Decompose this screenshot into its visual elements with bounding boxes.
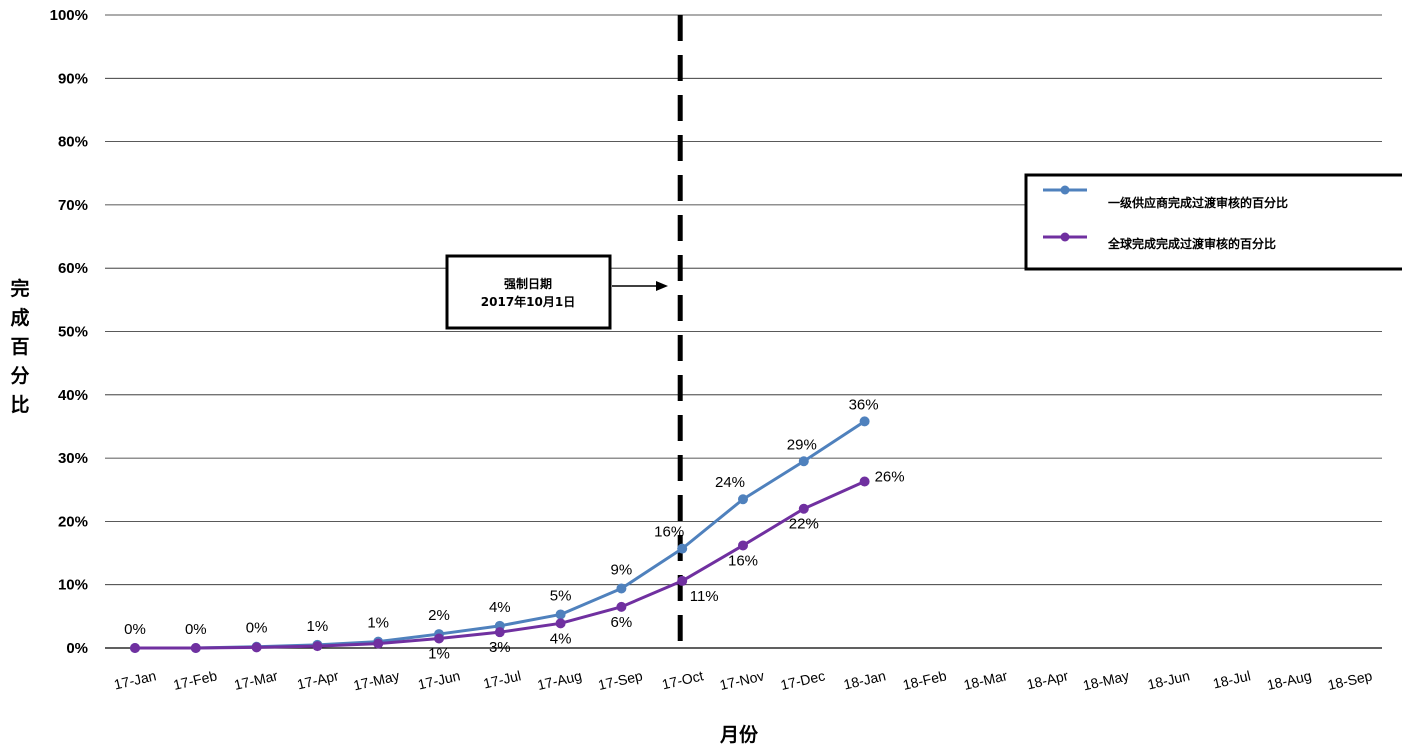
data-label-series-1: 0% <box>246 620 268 637</box>
data-point-series-2 <box>130 643 140 653</box>
x-tick-label: 18-Aug <box>1265 667 1313 693</box>
x-tick-label: 17-Apr <box>296 667 341 692</box>
y-tick-label: 30% <box>58 450 88 467</box>
x-tick-label: 18-Jan <box>842 667 887 692</box>
x-tick-label: 17-Dec <box>779 667 827 693</box>
y-tick-label: 90% <box>58 70 88 87</box>
data-label-series-1: 4% <box>489 599 511 616</box>
x-tick-label: 18-May <box>1081 667 1130 693</box>
y-tick-label: 20% <box>58 513 88 530</box>
data-point-series-2 <box>312 641 323 652</box>
x-tick-label: 18-Jun <box>1146 667 1191 692</box>
data-label-series-1: 2% <box>428 607 450 624</box>
y-tick-label: 70% <box>58 197 88 214</box>
y-axis-title: 完成百分比 <box>10 277 29 416</box>
data-label-series-1: 1% <box>367 615 389 632</box>
data-point-series-2 <box>494 627 505 638</box>
x-tick-label: 17-Jul <box>482 667 523 691</box>
annotation: 强制日期 2017年10月1日 <box>445 254 668 330</box>
x-tick-labels: 17-Jan 17-Feb 17-Mar 17-Apr 17-May 17-Jun 17-J… <box>112 667 1374 693</box>
legend-marker-series-2 <box>1060 232 1070 242</box>
series-group <box>130 416 870 653</box>
data-point-series-1 <box>859 416 870 427</box>
data-point-series-2 <box>677 575 688 586</box>
data-label-series-2: 26% <box>875 469 905 486</box>
data-point-series-2 <box>738 540 748 551</box>
x-tick-label: 18-Jul <box>1211 667 1252 691</box>
data-label-series-2: 11% <box>690 588 719 605</box>
annotation-line2: 2017年10月1日 <box>481 294 575 309</box>
data-label-series-1: 16% <box>654 524 684 541</box>
data-point-series-1 <box>738 494 748 505</box>
x-tick-label: 18-Mar <box>962 667 1009 693</box>
data-label-series-2: 4% <box>550 630 572 647</box>
data-label-series-2: 16% <box>728 552 758 569</box>
data-label-series-1: 0% <box>124 621 146 638</box>
legend-box <box>1024 173 1402 271</box>
data-label-series-2: 22% <box>789 516 819 533</box>
data-label-series-1: 1% <box>307 618 329 635</box>
x-tick-label: 18-Apr <box>1025 667 1070 692</box>
x-tick-label: 17-Oct <box>660 667 705 692</box>
data-point-series-2 <box>434 633 444 644</box>
data-label-series-2: 1% <box>428 646 450 663</box>
y-tick-label: 80% <box>58 134 88 151</box>
legend-marker-series-1 <box>1060 185 1070 195</box>
gridlines <box>105 14 1382 649</box>
x-tick-label: 18-Sep <box>1326 667 1374 693</box>
annotation-line1: 强制日期 <box>504 276 552 291</box>
y-tick-label: 100% <box>50 7 88 24</box>
x-tick-label: 17-May <box>352 667 401 693</box>
data-label-series-1: 29% <box>787 436 817 453</box>
y-tick-label: 0% <box>66 640 88 657</box>
x-tick-label: 17-Feb <box>172 667 219 693</box>
data-point-series-2 <box>859 476 870 487</box>
x-tick-label: 17-Jan <box>112 667 157 692</box>
data-point-series-1 <box>798 456 809 467</box>
data-point-series-2 <box>373 638 384 649</box>
data-point-series-1 <box>677 543 688 554</box>
data-point-series-2 <box>251 642 262 653</box>
data-label-series-1: 36% <box>849 396 879 413</box>
y-tick-label: 50% <box>58 324 88 341</box>
data-point-series-2 <box>616 601 627 612</box>
y-tick-label: 10% <box>58 577 88 594</box>
y-tick-labels: 0% 10% 20% 30% 40% 50% 60% 70% 80% 90% 100% <box>50 7 88 657</box>
data-label-series-2: 6% <box>611 614 633 631</box>
x-tick-label: 17-Mar <box>232 667 279 693</box>
x-tick-label: 17-Nov <box>718 667 766 693</box>
y-tick-label: 40% <box>58 387 88 404</box>
y-tick-label: 60% <box>58 260 88 277</box>
data-label-series-1: 0% <box>185 621 207 638</box>
annotation-arrow-head <box>656 281 668 291</box>
data-label-series-2: 3% <box>489 639 511 656</box>
data-label-series-1: 24% <box>715 474 745 491</box>
data-point-series-1 <box>616 583 627 594</box>
legend-label-series-1: 一级供应商完成过渡审核的百分比 <box>1108 195 1288 210</box>
x-axis-title: 月份 <box>719 723 759 745</box>
legend: 一级供应商完成过渡审核的百分比 全球完成完成过渡审核的百分比 <box>1024 173 1402 271</box>
x-tick-label: 18-Feb <box>901 667 948 693</box>
data-point-series-2 <box>798 503 809 514</box>
data-label-series-1: 5% <box>550 587 572 604</box>
data-point-series-2 <box>555 618 566 629</box>
annotation-box <box>445 254 612 330</box>
data-point-series-1 <box>555 609 566 620</box>
data-point-series-2 <box>190 643 201 653</box>
data-labels: 0% 0% 0% 1% 1% 2% 4% 5% 9% 16% 24% 29% 36% 1% 3% 4% 6% 11… <box>124 396 904 662</box>
data-label-series-1: 9% <box>611 561 633 578</box>
x-tick-label: 17-Aug <box>536 667 584 693</box>
x-tick-label: 17-Sep <box>596 667 644 693</box>
legend-label-series-2: 全球完成完成过渡审核的百分比 <box>1107 236 1276 251</box>
x-tick-label: 17-Jun <box>416 667 461 692</box>
